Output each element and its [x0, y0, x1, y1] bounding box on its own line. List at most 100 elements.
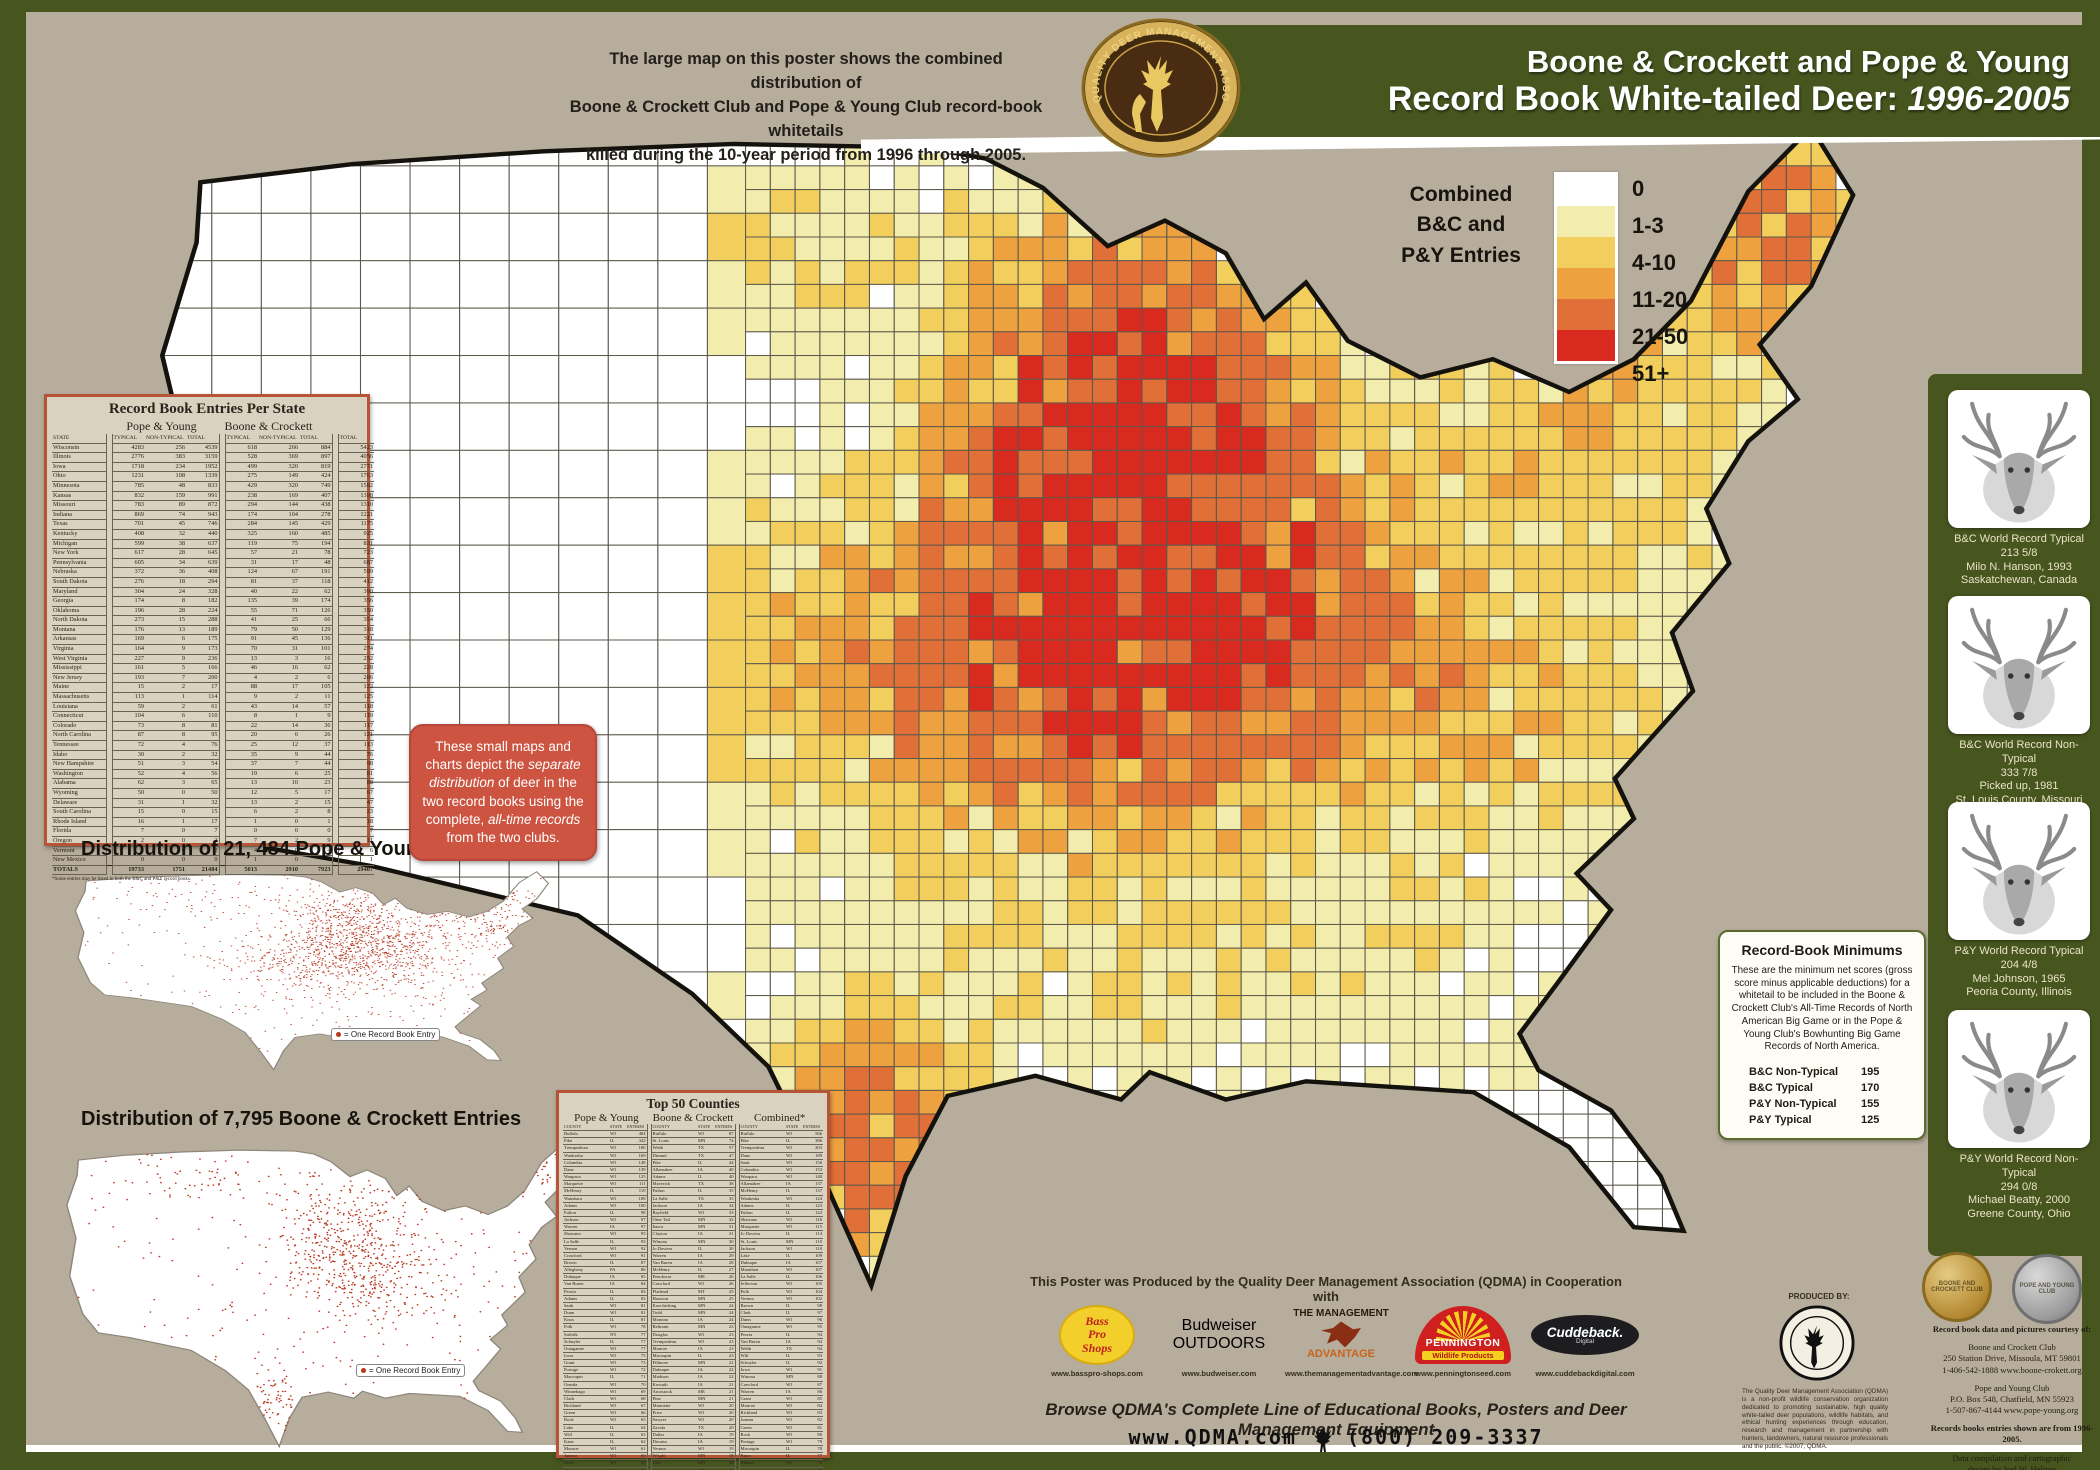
top50-table-row: Winnebago WI 69 Aroostook ME 21 Warren IA 86	[563, 1388, 823, 1396]
top50-column-header: ENTRIES	[626, 1124, 647, 1132]
qdma-website: www.QDMA.com	[1128, 1425, 1297, 1449]
state-table-row: Louisiana 59 2 61 43 14 57 118	[52, 702, 374, 713]
minimum-value: 170	[1861, 1082, 1880, 1095]
budweiser-outdoors-label: OUTDOORS	[1172, 1335, 1266, 1352]
state-table-row: Pennsylvania 605 34 639 31 17 48 687	[52, 558, 374, 569]
state-table-row: Wyoming 50 0 50 12 5 17 67	[52, 788, 374, 799]
legend-swatch-0	[1557, 175, 1615, 206]
minimums-body: These are the minimum net scores (gross …	[1731, 965, 1913, 1053]
top50-table-row: Shawano WI 95 Clayton IA 31 Jo Daviess IL 114	[563, 1230, 823, 1239]
state-table-group-headers: Pope & Young Boone & Crockett	[52, 419, 362, 434]
cuddeback-logo: Cuddeback. Digital	[1531, 1315, 1639, 1355]
top50-table-row: Door WI 59 Cass MN 18 Adams WI 76	[563, 1459, 823, 1468]
top50-table-row: Clark WI 68 Pine MN 21 Grant WI 85	[563, 1395, 823, 1404]
top50-table-row: Polk WI 78 Beltrami MN 23 Outagamie WI 95	[563, 1323, 823, 1332]
produced-in-cooperation-line: This Poster was Produced by the Quality …	[1030, 1274, 1622, 1304]
deer-antlers-illustration	[1961, 401, 2077, 523]
legend-swatches	[1554, 172, 1618, 364]
state-table-row: Maryland 304 24 328 40 22 62 390	[52, 587, 374, 598]
state-table-row: Georgia 174 8 182 135 39 174 356	[52, 596, 374, 607]
sponsor-bud-logo: Budweiser OUTDOORS	[1163, 1304, 1275, 1366]
state-table-row: Alabama 62 3 65 13 10 23 88	[52, 778, 374, 789]
top50-table-row: Rock WI 65 Sawyer WI 20 Juneau WI 82	[563, 1416, 823, 1425]
dot-map-key: = One Record Book Entry	[331, 1028, 441, 1041]
state-table-row: Kansas 832 159 991 238 169 407 1398	[52, 491, 374, 502]
qdma-seal-logo	[1779, 1305, 1855, 1381]
minimum-label: B&C Non-Typical	[1749, 1066, 1839, 1079]
top50-table-row: Monroe WI 61 Vernon WI 19 Macoupin IL 78	[563, 1445, 823, 1454]
minimum-row: B&C Typical 170	[1728, 1080, 1916, 1096]
state-table-row: Oregon 2 0 2 7 2 9 11	[52, 836, 374, 847]
top50-table-row: Jackson WI 97 Otter Tail MN 32 Shawano WI 116	[563, 1216, 823, 1225]
callout-text: These small maps and charts depict the	[425, 739, 571, 773]
credits-block: Record book data and pictures courtesy o…	[1924, 1324, 2100, 1470]
state-table-row: New York 617 28 645 57 21 78 723	[52, 548, 374, 559]
legend-label: 0	[1632, 176, 1645, 201]
state-table-row: New Jersey 193 7 200 4 2 6 206	[52, 673, 374, 684]
top50-table-row: Vernon WI 92 Jo Daviess IL 30 Jackson WI 110	[563, 1245, 823, 1253]
minimum-value: 155	[1861, 1098, 1880, 1111]
legend-label: 1-3	[1632, 213, 1664, 238]
legend-labels: 0 1-3 4-10 11-20 21-50 51+	[1632, 172, 1688, 394]
state-table-row: Iowa 1718 234 1952 499 320 819 2771	[52, 462, 374, 473]
state-table-row: Virginia 164 9 173 70 31 101 274	[52, 644, 374, 655]
group-spacer	[52, 419, 108, 434]
legend-swatch-51+	[1557, 330, 1615, 361]
minimum-value: 195	[1861, 1066, 1880, 1079]
state-column-header: STATE	[52, 434, 106, 444]
state-table-row: Colorado 73 8 81 22 14 36 117	[52, 721, 374, 732]
minimum-row: P&Y Non-Typical 155	[1728, 1096, 1916, 1112]
top50-table-row: Knox IL 81 Monona IA 24 Dunn WI 96	[563, 1316, 823, 1325]
minimum-row: B&C Non-Typical 195	[1728, 1064, 1916, 1080]
buck-silhouette	[1141, 56, 1173, 132]
top50-table-row: Pike IL 342 St. Louis MN 74 Pike IL 386	[563, 1137, 823, 1146]
sponsor-penn-logo: PENNINGTON Wildlife Products	[1407, 1304, 1519, 1366]
state-table-row: Missouri 783 89 872 294 144 438 1310	[52, 500, 374, 511]
intro-text: The large map on this poster shows the c…	[569, 50, 1043, 164]
small-maps-callout: These small maps and charts depict the s…	[409, 724, 597, 862]
credit-line: Boone and Crockett Club 250 Station Driv…	[1942, 1342, 2082, 1375]
sponsor-bud: Budweiser OUTDOORS www.budweiser.com	[1163, 1304, 1275, 1378]
state-table-row: Rhode Island 16 1 17 1 0 1 18	[52, 817, 374, 828]
top50-column-header: COUNTY	[563, 1124, 609, 1132]
top50-table-row: Juneau WI 60 Wright MN 18 Knox IL 77	[563, 1452, 823, 1461]
top50-column-header: STATE	[785, 1124, 802, 1132]
world-record-card: P&Y World Record Non-Typical 294 0/8 Mic…	[1948, 1010, 2090, 1222]
state-table-row: Minnesota 785 48 833 429 320 749 1582	[52, 481, 374, 492]
top50-column-header: ENTRIES	[802, 1124, 823, 1132]
top50-column-header: COUNTY	[739, 1124, 785, 1132]
minimums-title: Record-Book Minimums	[1741, 942, 1903, 958]
poster-title-line2-text: Record Book White-tailed Deer:	[1387, 79, 1898, 118]
top50-table-row: Brown IL 87 Van Buren IA 28 Dubuque IA 107	[563, 1259, 823, 1268]
group-spacer	[322, 419, 362, 434]
dot-map-key: = One Record Book Entry	[356, 1364, 466, 1377]
state-table-row: Kentucky 408 32 440 325 160 485 925	[52, 529, 374, 540]
state-table-row: Idaho 30 2 32 35 9 44 76	[52, 750, 374, 761]
state-table-row: Delaware 31 1 32 13 2 15 47	[52, 798, 374, 809]
state-table-row: Wisconsin 4283 256 4539 618 266 884 5423	[52, 443, 374, 454]
deer-mount-photo	[1948, 596, 2090, 734]
poster-title-date: 1996-2005	[1907, 79, 2070, 118]
sponsor-logos-row: Bass Pro Shops www.basspro-shops.com Budwe…	[1041, 1304, 1641, 1378]
poster-title-line1: Boone & Crockett and Pope & Young	[1526, 43, 2070, 79]
budweiser-bowtie: Budweiser	[1181, 1317, 1257, 1334]
legend-label: 21-50	[1632, 324, 1689, 349]
minimum-label: B&C Typical	[1749, 1082, 1813, 1095]
legend-title: Combined B&C and P&Y Entries	[1401, 183, 1521, 267]
world-record-card: B&C World Record Typical 213 5/8 Milo N.…	[1948, 390, 2090, 588]
top50-table-row: Allegheny PA 86 McHenry IL 27 Marathon WI 107	[563, 1266, 823, 1275]
sponsor-mgmt-logo: THE MANAGEMENT ADVANTAGE	[1285, 1304, 1397, 1366]
top50-table-row: Waukesha WI 169 Dimmit TX 47 Dane WI 189	[563, 1152, 823, 1160]
top50-table-row: Adams WI 100 Jackson IA 34 Adams IL 123	[563, 1202, 823, 1210]
top50-group-header: Boone & Crockett	[652, 1112, 734, 1124]
poster-canvas: The large map on this poster shows the c…	[26, 12, 2100, 1470]
top50-table-row: Suffolk NY 77 Douglas WI 23 Peoria IL 94	[563, 1331, 823, 1339]
state-table-row: West Virginia 227 9 236 13 3 16 252	[52, 654, 374, 665]
bass-pro-shops-logo: Bass Pro Shops	[1059, 1305, 1135, 1365]
state-table-row: Michigan 599 38 637 119 75 194 831	[52, 539, 374, 550]
state-group-header: Pope & Young	[126, 419, 197, 433]
world-record-caption: P&Y World Record Non-Typical 294 0/8 Mic…	[1959, 1153, 2079, 1220]
leaf-icon	[1321, 1321, 1361, 1348]
top50-table-row: Waushara WI 108 La Salle TX 35 Waukesha WI 124	[563, 1195, 823, 1203]
top50-table-row: Trempealeau WI 180 Webb TX 57 Trempealeau WI 203	[563, 1144, 823, 1153]
